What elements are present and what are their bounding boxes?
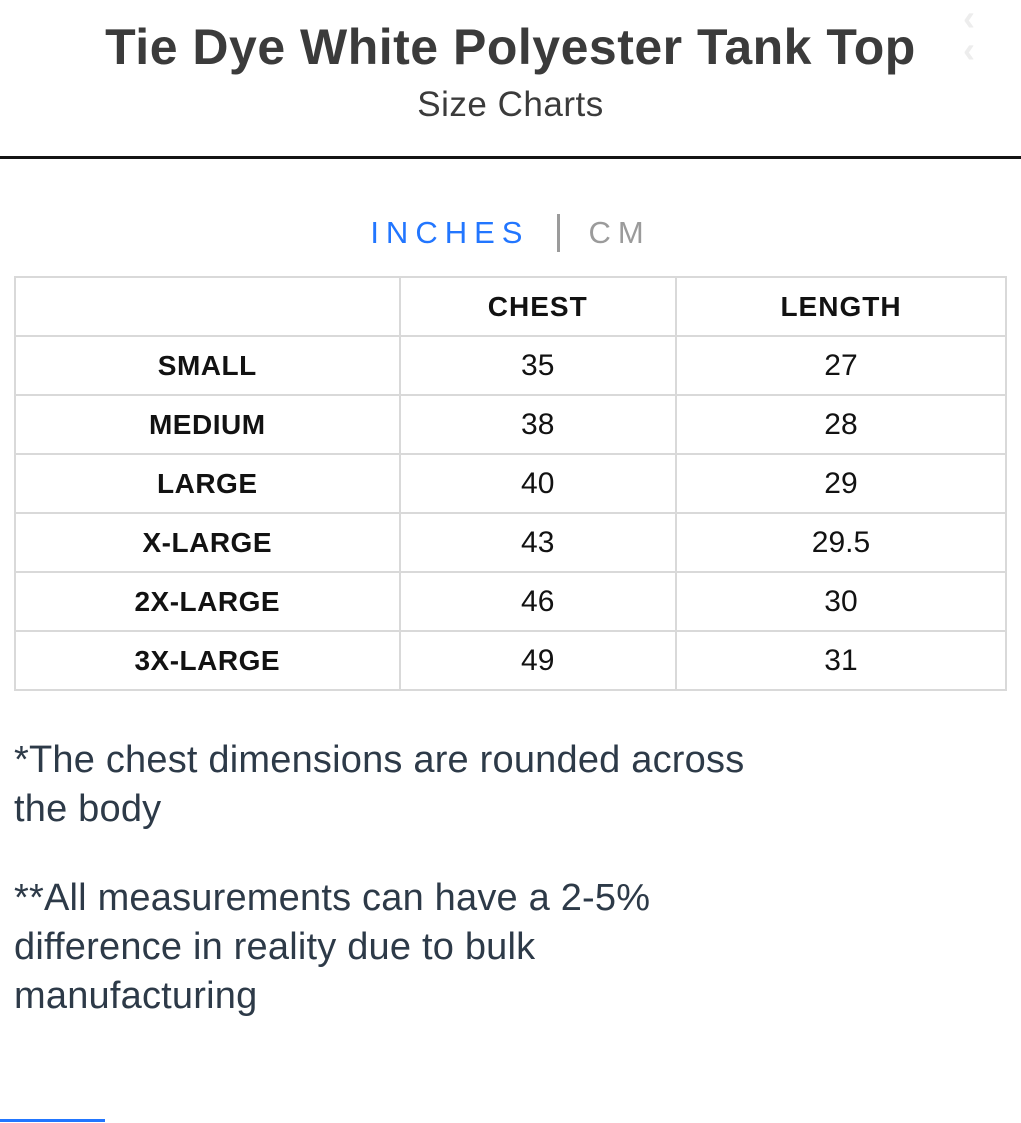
- size-column-header: [14, 276, 401, 337]
- page-subtitle: Size Charts: [417, 85, 604, 124]
- table-row: LARGE 40 29: [14, 453, 1008, 514]
- chest-cell: 35: [398, 335, 677, 396]
- unit-separator: [557, 214, 561, 252]
- table-row: 3X-LARGE 49 31: [14, 630, 1008, 691]
- table-row: 2X-LARGE 46 30: [14, 571, 1008, 632]
- unit-toggle: INCHES CM: [0, 213, 1021, 253]
- footnote-line: **All measurements can have a 2-5%: [14, 877, 651, 919]
- chest-cell: 46: [398, 571, 677, 632]
- chest-cell: 43: [398, 512, 677, 573]
- carousel-prev-icon[interactable]: ‹: [963, 0, 975, 38]
- carousel-prev-icon-secondary[interactable]: ‹: [963, 29, 975, 70]
- chest-column-header: CHEST: [398, 276, 677, 337]
- page-title: Tie Dye White Polyester Tank Top: [105, 19, 916, 75]
- table-row: MEDIUM 38 28: [14, 394, 1008, 455]
- size-table: CHEST LENGTH SMALL 35 27 MEDIUM 38 28 LA…: [14, 276, 1008, 691]
- footnote-chest-rounded: *The chest dimensions are rounded across…: [0, 736, 1021, 834]
- table-header-row: CHEST LENGTH: [14, 276, 1008, 337]
- chest-cell: 38: [398, 394, 677, 455]
- carousel-progress-bar: [0, 1119, 105, 1122]
- size-cell: 2X-LARGE: [14, 571, 401, 632]
- tab-inches[interactable]: INCHES: [370, 215, 530, 250]
- footnote-line: manufacturing: [14, 975, 258, 1017]
- size-cell: X-LARGE: [14, 512, 401, 573]
- length-cell: 31: [674, 630, 1008, 691]
- header-divider: [0, 156, 1021, 159]
- length-cell: 30: [674, 571, 1008, 632]
- length-cell: 28: [674, 394, 1008, 455]
- footnote-line: the body: [14, 788, 162, 830]
- footnote-tolerance: **All measurements can have a 2-5% diffe…: [0, 874, 1021, 1021]
- footnote-line: difference in reality due to bulk: [14, 926, 536, 968]
- chest-cell: 40: [398, 453, 677, 514]
- table-row: SMALL 35 27: [14, 335, 1008, 396]
- size-cell: 3X-LARGE: [14, 630, 401, 691]
- chest-cell: 49: [398, 630, 677, 691]
- table-row: X-LARGE 43 29.5: [14, 512, 1008, 573]
- length-column-header: LENGTH: [674, 276, 1008, 337]
- footnote-line: *The chest dimensions are rounded across: [14, 739, 745, 781]
- size-cell: MEDIUM: [14, 394, 401, 455]
- size-cell: LARGE: [14, 453, 401, 514]
- length-cell: 29: [674, 453, 1008, 514]
- tab-cm[interactable]: CM: [588, 215, 651, 250]
- length-cell: 27: [674, 335, 1008, 396]
- size-cell: SMALL: [14, 335, 401, 396]
- length-cell: 29.5: [674, 512, 1008, 573]
